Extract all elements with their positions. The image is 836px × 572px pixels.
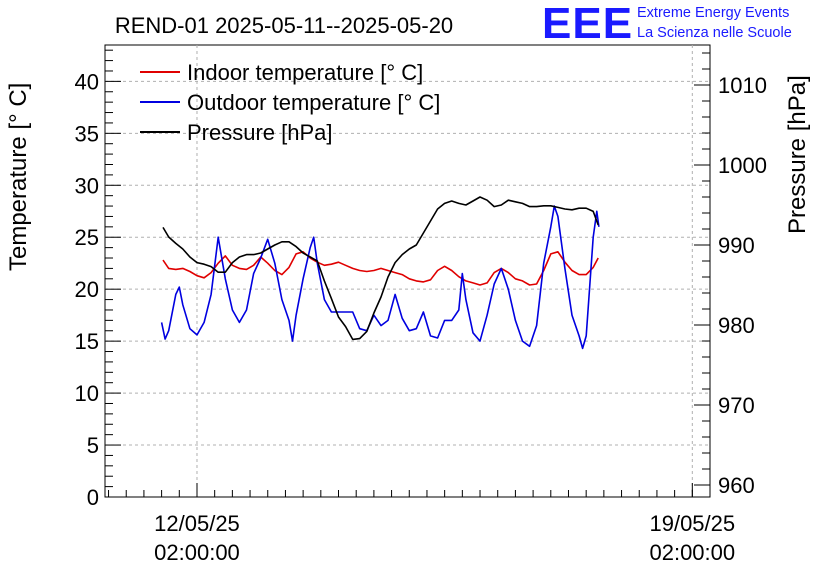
legend-label-2: Pressure [hPa] xyxy=(187,120,333,145)
legend-label-0: Indoor temperature [° C] xyxy=(187,60,423,85)
series-line-2 xyxy=(162,196,599,341)
y2-tick-label: 980 xyxy=(718,313,755,338)
y2-tick-label: 990 xyxy=(718,233,755,258)
plot-frame xyxy=(104,44,711,498)
series-group xyxy=(160,196,600,350)
y2-tick-label: 1000 xyxy=(718,153,767,178)
y2-tick-label: 960 xyxy=(718,473,755,498)
y-tick-label: 25 xyxy=(75,225,99,250)
x-tick-label-date: 12/05/25 xyxy=(154,511,240,536)
y-tick-label: 0 xyxy=(87,485,99,510)
eee-logo-line1: Extreme Energy Events xyxy=(637,5,790,21)
y2-tick-label: 1010 xyxy=(718,73,767,98)
y-tick-label: 15 xyxy=(75,329,99,354)
eee-logo-mark: EEE xyxy=(542,0,634,48)
x-tick-label-time: 02:00:00 xyxy=(154,540,240,565)
y-tick-label: 20 xyxy=(75,277,99,302)
y-tick-label: 35 xyxy=(75,121,99,146)
chart-title: REND-01 2025-05-11--2025-05-20 xyxy=(115,13,453,38)
y-tick-label: 10 xyxy=(75,381,99,406)
y-tick-label: 5 xyxy=(87,433,99,458)
series-line-1 xyxy=(160,205,600,350)
legend-label-1: Outdoor temperature [° C] xyxy=(187,90,440,115)
x-tick-label-time: 02:00:00 xyxy=(649,540,735,565)
eee-logo-line2: La Scienza nelle Scuole xyxy=(637,25,792,41)
y-tick-label: 40 xyxy=(75,69,99,94)
series-line-0 xyxy=(162,251,599,286)
grid xyxy=(105,45,710,497)
y2-axis-label: Pressure [hPa] xyxy=(784,75,811,234)
legend: Indoor temperature [° C] Outdoor temperat… xyxy=(140,60,440,145)
x-tick-label-date: 19/05/25 xyxy=(649,511,735,536)
y-tick-label: 30 xyxy=(75,173,99,198)
y-axis-label: Temperature [° C] xyxy=(5,83,32,271)
y2-tick-label: 970 xyxy=(718,393,755,418)
axis-ticks: 0 5 10 15 20 25 30 35 40 960 970 980 990 1000 1010 12/0… xyxy=(75,49,767,565)
